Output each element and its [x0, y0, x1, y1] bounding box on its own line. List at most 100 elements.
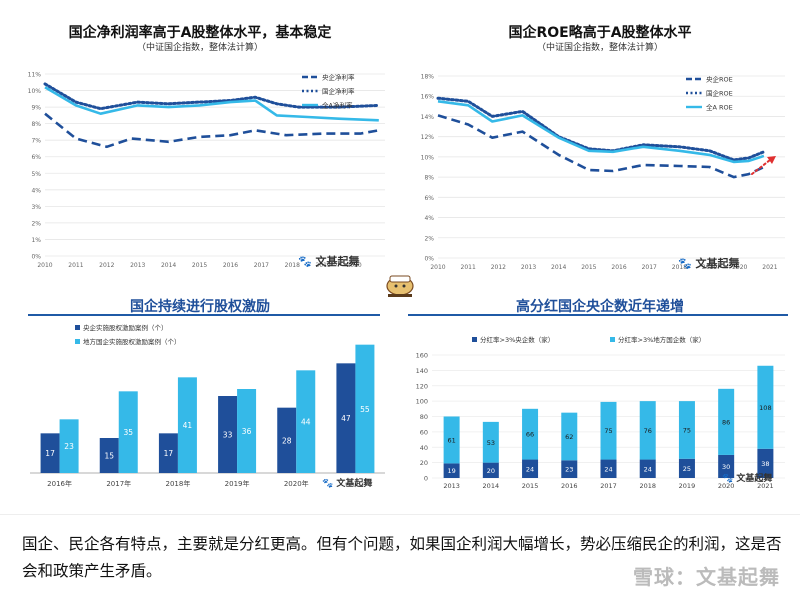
x-tick-label: 2020 — [346, 262, 361, 269]
legend-label: 分红率>3%地方国企数（家） — [618, 335, 705, 344]
x-tick-label: 2018 — [672, 264, 687, 271]
y-tick-label: 8% — [424, 175, 434, 182]
bar-value-label: 23 — [64, 442, 74, 451]
legend-label: 全A净利率 — [322, 101, 353, 110]
bar-value-label: 47 — [341, 414, 351, 423]
legend-swatch-0 — [472, 337, 477, 342]
chart3-plot: 17 23 2016年 15 35 2017年 17 41 2018年 33 36 2019年 28 44… — [30, 323, 385, 489]
x-tick-label: 2014 — [483, 482, 500, 490]
y-tick-label: 1% — [31, 237, 41, 244]
bar-1 — [355, 344, 375, 473]
x-tick-label: 2021 — [757, 482, 774, 490]
bar-0 — [277, 407, 297, 473]
y-tick-label: 7% — [31, 138, 41, 145]
bar-segment-0 — [443, 463, 460, 478]
chart2-title: 国企ROE略高于A股整体水平 — [508, 25, 692, 41]
bar-value-label: 24 — [644, 465, 652, 473]
bar-value-label: 20 — [487, 467, 495, 475]
x-tick-label: 2012 — [491, 264, 506, 271]
bar-1 — [118, 391, 138, 473]
caption-text: 国企、民企各有特点，主要就是分红更高。但有个问题，如果国企利润大幅增长，势必压缩… — [22, 535, 782, 580]
bar-value-label: 61 — [447, 436, 455, 444]
y-tick-label: 20 — [420, 459, 428, 467]
bar-value-label: 17 — [164, 449, 174, 458]
y-tick-label: 2% — [424, 235, 434, 242]
xueqiu-logo: 雪球：文基起舞 — [633, 565, 780, 589]
x-tick-label: 2011 — [461, 264, 476, 271]
x-tick-label: 2021 — [762, 264, 777, 271]
legend-label: 国企净利率 — [322, 87, 355, 96]
series-line-0 — [437, 114, 765, 179]
y-tick-label: 16% — [421, 94, 435, 101]
y-tick-label: 0 — [424, 475, 428, 483]
y-tick-label: 6% — [424, 195, 434, 202]
x-tick-label: 2020年 — [284, 479, 309, 488]
bar-0 — [99, 438, 119, 473]
title-rule-left — [28, 314, 380, 316]
bar-value-label: 35 — [123, 428, 133, 437]
chart1-subtitle: （中证国企指数，整体法计算） — [136, 43, 263, 53]
y-tick-label: 10% — [28, 88, 42, 95]
bar-segment-1 — [561, 412, 578, 461]
bar-segment-0 — [757, 448, 774, 478]
x-tick-label: 2016 — [223, 262, 238, 269]
y-tick-label: 11% — [28, 72, 42, 79]
chart4-title: 高分红国企央企数近年递增 — [516, 299, 684, 315]
watermark-text: 🐾 文基起舞 — [298, 254, 360, 268]
bar-value-label: 15 — [104, 452, 114, 461]
legend-label: 全A ROE — [706, 103, 733, 112]
chart-net-margin: 国企净利润率高于A股整体水平，基本稳定 （中证国企指数，整体法计算） 0% 1% 2… — [0, 0, 400, 280]
watermark-text: 🐾 文基起舞 — [678, 256, 740, 270]
y-tick-label: 160 — [416, 352, 428, 360]
bar-0 — [218, 396, 238, 473]
y-tick-label: 80 — [420, 413, 428, 421]
bar-segment-1 — [443, 416, 460, 464]
bar-value-label: 17 — [45, 449, 55, 458]
x-tick-label: 2015 — [522, 482, 539, 490]
x-tick-label: 2011 — [68, 262, 83, 269]
bar-value-label: 28 — [282, 436, 292, 445]
bar-segment-1 — [757, 365, 774, 449]
bar-value-label: 38 — [761, 460, 769, 468]
bar-value-label: 108 — [759, 404, 771, 412]
y-tick-label: 5% — [31, 171, 41, 178]
x-tick-label: 2014 — [161, 262, 176, 269]
y-tick-label: 2% — [31, 220, 41, 227]
x-tick-label: 2016 — [561, 482, 578, 490]
y-tick-label: 12% — [421, 134, 435, 141]
bar-segment-0 — [718, 454, 735, 478]
chart4-plot: 0 20 40 60 80 100 120 140 160 19 61 2013 20 53 2014 24 6… — [416, 335, 785, 490]
x-tick-label: 2013 — [443, 482, 460, 490]
legend-swatch-1 — [75, 339, 80, 344]
chart1-title: 国企净利润率高于A股整体水平，基本稳定 — [68, 25, 332, 41]
bar-segment-1 — [482, 421, 499, 463]
chart-dividend: 高分红国企央企数近年递增 0 20 40 60 80 100 120 140 160 19 61 20… — [400, 285, 800, 510]
y-tick-label: 0% — [31, 254, 41, 261]
x-tick-label: 2017 — [642, 264, 657, 271]
x-tick-label: 2015 — [192, 262, 207, 269]
legend-label: 央企净利率 — [322, 73, 355, 82]
bar-value-label: 66 — [526, 431, 534, 439]
x-tick-label: 2019年 — [225, 479, 250, 488]
x-tick-label: 2017 — [254, 262, 269, 269]
bar-value-label: 25 — [683, 465, 691, 473]
y-tick-label: 60 — [420, 428, 428, 436]
legend-label: 分红率>3%央企数（家） — [480, 335, 554, 344]
x-tick-label: 2019 — [316, 262, 331, 269]
x-tick-label: 2017 — [600, 482, 617, 490]
bar-value-label: 36 — [242, 427, 252, 436]
bar-value-label: 44 — [301, 418, 311, 427]
watermark-text: 🐾 文基起舞 — [322, 477, 372, 489]
bar-segment-1 — [522, 408, 539, 460]
y-tick-label: 9% — [31, 105, 41, 112]
x-tick-label: 2018年 — [166, 479, 191, 488]
chart-roe: 国企ROE略高于A股整体水平 （中证国企指数，整体法计算） 0% 2% 4% 6% 8%… — [400, 0, 800, 280]
bar-value-label: 19 — [447, 467, 455, 475]
x-tick-label: 2019 — [702, 264, 717, 271]
bar-value-label: 41 — [183, 421, 193, 430]
title-rule-right — [408, 314, 788, 316]
bar-segment-0 — [678, 458, 695, 478]
bar-value-label: 76 — [644, 427, 652, 435]
bar-segment-1 — [678, 401, 695, 459]
chart3-title: 国企持续进行股权激励 — [130, 299, 270, 315]
